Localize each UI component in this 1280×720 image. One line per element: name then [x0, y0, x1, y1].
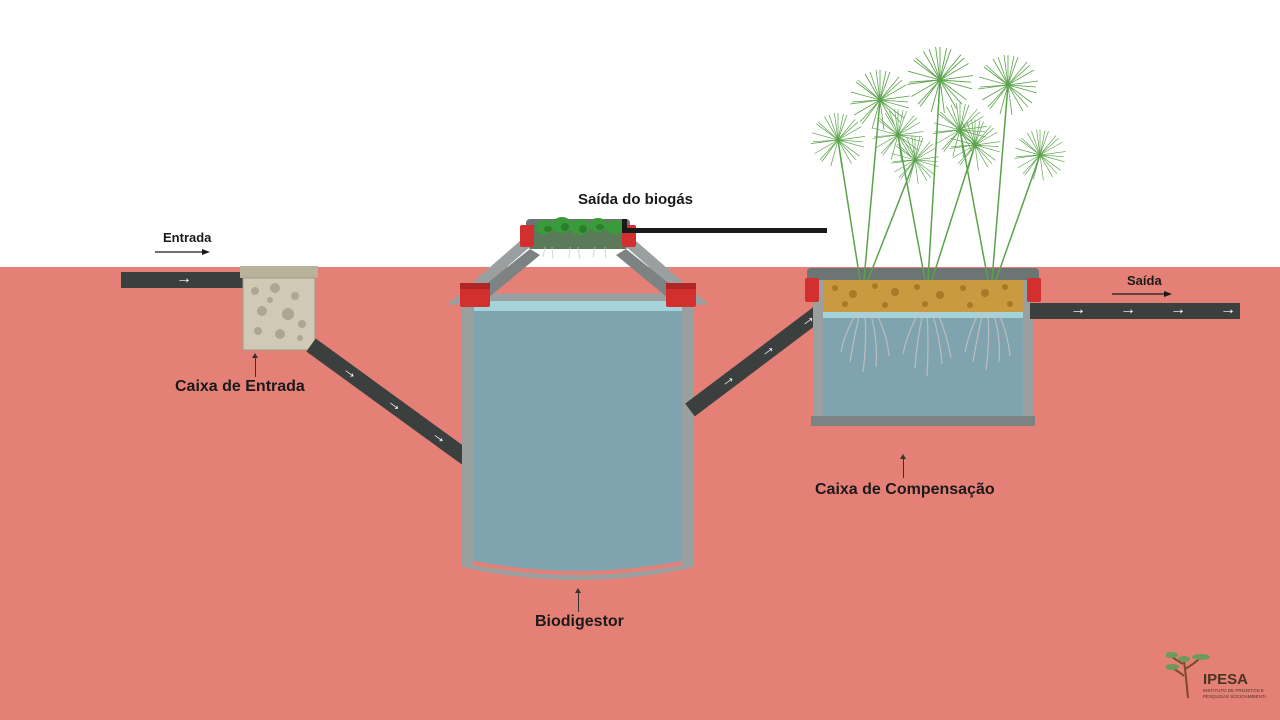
logo-sub1: INSTITUTO DE PROJETOS E — [1203, 688, 1264, 693]
label-caixa-compensacao: Caixa de Compensação — [815, 481, 995, 499]
saida-arrow-icon — [1112, 290, 1172, 298]
papyrus-plants — [790, 30, 1080, 288]
biogas-pipe-elbow — [622, 219, 627, 233]
pipe-outlet: → → → → — [1030, 303, 1240, 319]
logo-text: IPESA — [1203, 671, 1248, 688]
logo-sub2: PESQUISAS SOCIOAMBIENTAIS — [1203, 694, 1266, 699]
flow-arrow-icon: → — [1120, 301, 1136, 319]
pointer-entry-box-icon — [255, 357, 256, 377]
flow-arrow-icon: → — [176, 270, 192, 288]
pipe-inlet: → — [121, 272, 243, 288]
ipesa-logo: IPESA INSTITUTO DE PROJETOS E PESQUISAS … — [1166, 636, 1266, 706]
entrada-arrow-icon — [155, 248, 210, 256]
pointer-compensation-icon — [903, 458, 904, 478]
flow-arrow-icon: → — [1070, 301, 1086, 319]
pointer-biodigestor-icon — [578, 592, 579, 612]
label-saida-biogas: Saída do biogás — [578, 191, 693, 208]
label-entrada: Entrada — [163, 230, 211, 245]
flow-arrow-icon: → — [1220, 301, 1236, 319]
flow-arrow-icon: → — [1170, 301, 1186, 319]
entry-box-component — [240, 266, 320, 356]
label-biodigestor: Biodigestor — [535, 613, 624, 631]
label-caixa-entrada: Caixa de Entrada — [175, 378, 305, 396]
label-saida: Saída — [1127, 273, 1162, 288]
biodigester-component — [440, 205, 720, 585]
